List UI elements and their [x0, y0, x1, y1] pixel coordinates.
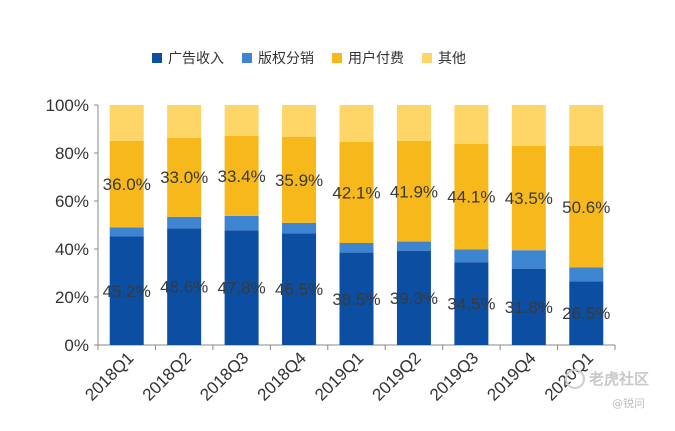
x-tick-label: 2018Q3 [196, 348, 252, 404]
x-tick-label: 2018Q1 [81, 348, 137, 404]
watermark-sub: @锐问 [612, 397, 645, 410]
data-label-ad: 38.5% [332, 290, 380, 309]
bar-segment [224, 215, 259, 231]
bar-segment [167, 216, 202, 229]
data-label-paid: 42.1% [332, 183, 380, 202]
data-label-paid: 44.1% [447, 188, 495, 207]
x-tick-label: 2019Q3 [426, 348, 482, 404]
bar-segment [339, 105, 374, 142]
bar-segment [396, 105, 431, 141]
data-label-paid: 33.4% [218, 167, 266, 186]
bar-segment [396, 241, 431, 251]
data-label-paid: 41.9% [390, 182, 438, 201]
legend-label-paid: 用户付费 [348, 51, 404, 67]
bar-segment [511, 105, 546, 146]
data-label-ad: 39.3% [390, 289, 438, 308]
bar-segment [282, 105, 317, 137]
legend-swatch-paid [332, 53, 342, 63]
tiger-logo-icon [564, 368, 585, 389]
bar-segment [224, 105, 259, 136]
bar-segment [109, 141, 144, 228]
watermark-title: 老虎社区 [588, 370, 649, 388]
legend-item-paid: 用户付费 [332, 48, 404, 68]
data-label-ad: 46.5% [275, 280, 323, 299]
bar-segment [511, 145, 546, 251]
data-label-paid: 50.6% [562, 198, 610, 217]
data-label-paid: 43.5% [505, 189, 553, 208]
legend: 广告收入 版权分销 用户付费 其他 [152, 48, 466, 68]
legend-swatch-copyright [242, 53, 252, 63]
bar-segment [454, 249, 489, 263]
bar-segment [396, 141, 431, 242]
data-label-ad: 47.8% [218, 279, 266, 298]
data-label-paid: 33.0% [160, 168, 208, 187]
y-tick-label: 20% [55, 288, 89, 307]
legend-swatch-ad [152, 53, 162, 63]
data-label-ad: 45.2% [103, 282, 151, 301]
data-label-paid: 35.9% [275, 171, 323, 190]
legend-item-ad: 广告收入 [152, 48, 224, 68]
y-tick-label: 100% [46, 96, 89, 115]
data-label-ad: 48.6% [160, 278, 208, 297]
bar-segment [224, 135, 259, 216]
bar-segment [167, 228, 202, 345]
bar-segment [396, 250, 431, 345]
bar-segment [167, 137, 202, 217]
bar-segment [339, 243, 374, 253]
bar-segment [454, 262, 489, 345]
bar-segment [569, 281, 604, 345]
data-label-ad: 26.5% [562, 304, 610, 323]
bar-segment [511, 268, 546, 345]
data-label-paid: 36.0% [103, 175, 151, 194]
bar-segment [109, 227, 144, 237]
bar-segment [282, 233, 317, 345]
bar-segment [569, 105, 604, 147]
legend-label-other: 其他 [438, 51, 466, 67]
bar-segment [167, 105, 202, 138]
bar-segment [569, 146, 604, 268]
y-tick-label: 60% [55, 192, 89, 211]
bar-segment [339, 141, 374, 243]
x-tick-label: 2019Q1 [311, 348, 367, 404]
x-tick-label: 2018Q2 [139, 348, 195, 404]
bar-segment [282, 222, 317, 234]
bar-segment [454, 105, 489, 144]
legend-label-ad: 广告收入 [168, 51, 224, 67]
bar-segment [224, 230, 259, 345]
bar-segment [109, 105, 144, 141]
x-tick-label: 2019Q4 [483, 348, 539, 404]
bar-segment [569, 267, 604, 282]
bar-segment [339, 252, 374, 345]
legend-item-other: 其他 [422, 48, 466, 68]
legend-swatch-other [422, 53, 432, 63]
data-label-ad: 34.5% [447, 295, 495, 314]
bar-segment [109, 236, 144, 345]
y-tick-label: 80% [55, 144, 89, 163]
x-tick-label: 2019Q2 [369, 348, 425, 404]
bar-segment [282, 136, 317, 223]
legend-item-copyright: 版权分销 [242, 48, 314, 68]
legend-label-copyright: 版权分销 [258, 51, 314, 67]
x-tick-label: 2018Q4 [254, 348, 310, 404]
y-tick-label: 40% [55, 240, 89, 259]
data-label-ad: 31.8% [505, 298, 553, 317]
bar-segment [454, 143, 489, 250]
bar-segment [511, 250, 546, 269]
watermark: 老虎社区 [564, 368, 649, 389]
y-tick-label: 0% [64, 336, 89, 355]
